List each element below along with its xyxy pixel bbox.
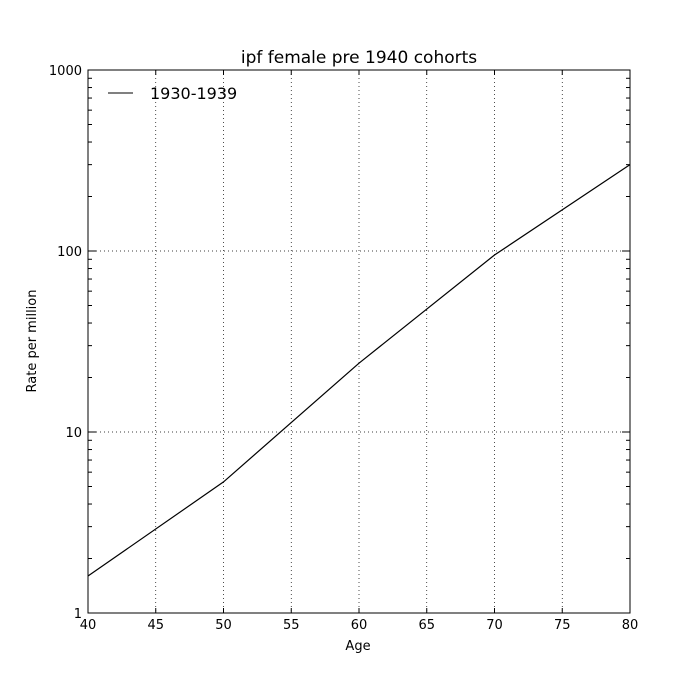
- y-tick-label: 10: [65, 426, 82, 441]
- grid: [88, 70, 630, 613]
- x-tick-label: 55: [283, 618, 300, 633]
- x-tick-label: 75: [554, 618, 571, 633]
- y-tick-label: 1: [74, 607, 82, 622]
- series-layer: [87, 164, 631, 577]
- x-axis-ticks: 40 45 50 55 60 65 70 75 80: [80, 70, 639, 633]
- legend-label: 1930-1939: [150, 84, 237, 103]
- x-tick-label: 80: [622, 618, 639, 633]
- x-tick-label: 70: [486, 618, 503, 633]
- series-line: [87, 164, 631, 577]
- y-tick-label: 100: [57, 245, 82, 260]
- chart-title: ipf female pre 1940 cohorts: [241, 48, 477, 68]
- y-axis-label: Rate per million: [25, 290, 40, 393]
- x-tick-label: 40: [80, 618, 97, 633]
- x-axis-label: Age: [345, 639, 370, 654]
- x-tick-label: 65: [418, 618, 435, 633]
- plot-frame: [87, 69, 631, 614]
- legend: 1930-1939: [108, 84, 237, 103]
- x-tick-label: 60: [351, 618, 368, 633]
- y-tick-label: 1000: [49, 64, 82, 79]
- x-tick-label: 50: [215, 618, 232, 633]
- x-tick-label: 45: [147, 618, 164, 633]
